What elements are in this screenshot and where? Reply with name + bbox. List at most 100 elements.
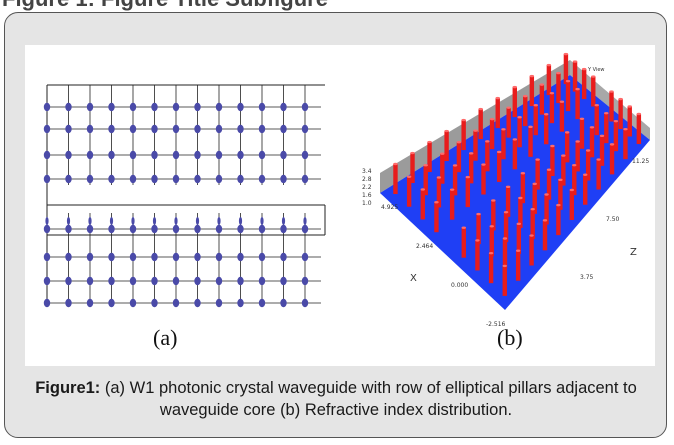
pillar-top — [572, 60, 578, 63]
pillar — [420, 189, 425, 220]
lattice-pillar — [151, 150, 158, 160]
pillar-top — [515, 249, 521, 252]
pillar-top — [609, 90, 614, 93]
pillar-top — [410, 151, 415, 155]
lattice-pillar — [237, 124, 244, 134]
pillar-top — [563, 52, 569, 56]
lattice-pillar — [301, 174, 309, 184]
pillar — [581, 69, 587, 100]
pillar — [565, 81, 571, 112]
lattice-pillar — [43, 174, 51, 184]
lattice-pillar — [237, 276, 244, 286]
lattice-pillar — [301, 102, 309, 112]
lattice-pillar — [301, 276, 309, 286]
pillar — [559, 101, 565, 132]
figure-caption: Figure1: (a) W1 photonic crystal wavegui… — [29, 377, 643, 421]
pillar — [572, 165, 577, 196]
pillar-top — [393, 162, 398, 166]
lattice-pillar — [65, 102, 72, 112]
pillar — [449, 189, 455, 220]
pillar-top — [436, 176, 442, 179]
pillar — [427, 142, 432, 173]
pillar — [535, 159, 540, 190]
pillar-top — [609, 143, 615, 146]
lattice-pillar — [194, 252, 201, 262]
photonic-crystal-lattice — [43, 84, 326, 308]
lattice-pillar — [237, 174, 244, 184]
lattice-pillar — [237, 150, 244, 160]
lattice-pillar — [215, 252, 223, 262]
lattice-pillar — [129, 124, 137, 134]
elliptical-pillar — [45, 217, 49, 225]
pillar-top — [485, 140, 490, 143]
pillar-top — [565, 79, 571, 83]
lattice-pillar — [215, 124, 223, 134]
pillar-top — [529, 74, 535, 78]
pillar — [495, 98, 500, 129]
pillar-top — [533, 103, 538, 107]
lattice-pillar — [65, 150, 72, 160]
lattice-pillar — [280, 224, 287, 234]
pillar — [502, 238, 508, 269]
pillar-top — [558, 178, 563, 182]
pillar — [550, 145, 555, 176]
lattice-pillar — [65, 252, 72, 262]
pillar — [518, 198, 523, 229]
pillar-top — [502, 237, 508, 240]
pillar-top — [575, 87, 580, 91]
pillar — [594, 105, 599, 136]
pillar-top — [594, 103, 599, 107]
pillar — [556, 73, 561, 104]
vertical-tick-label: 1.6 — [362, 192, 372, 199]
x-tick-label: -2.516 — [486, 321, 506, 328]
pillar-top — [544, 193, 549, 196]
pillar — [410, 153, 415, 184]
pillar-top — [556, 203, 561, 207]
z-tick-label: 7.50 — [606, 216, 620, 223]
caption-label: Figure1: — [35, 379, 101, 397]
pillar-top — [423, 164, 428, 167]
lattice-pillar — [237, 252, 244, 262]
pillar — [530, 209, 535, 240]
pillar-top — [585, 149, 591, 152]
lattice-pillar — [65, 174, 72, 184]
pillar-top — [420, 188, 425, 191]
pillar — [561, 155, 566, 186]
pillar — [532, 183, 537, 214]
pillar — [478, 109, 483, 140]
elliptical-pillar — [281, 217, 286, 225]
lattice-pillar — [172, 224, 180, 234]
pillar-top — [512, 85, 517, 89]
clipped-header-text: Figure 1: Figure Title Subfigure — [2, 0, 328, 12]
lattice-pillar — [86, 252, 94, 262]
pillar — [502, 265, 507, 296]
elliptical-pillar — [152, 217, 157, 225]
pillar — [488, 253, 494, 284]
pillar-top — [636, 112, 642, 116]
pillar — [516, 223, 522, 254]
pillar — [583, 174, 588, 205]
pillar-top — [589, 126, 595, 129]
z-tick-label: 3.75 — [580, 274, 594, 281]
pillar-top — [579, 117, 585, 120]
pillar-top — [434, 201, 439, 204]
panel-b-label: (b) — [497, 325, 523, 350]
lattice-pillar — [280, 102, 287, 112]
pillar — [591, 76, 596, 107]
pillar-top — [473, 129, 478, 132]
lattice-pillar — [258, 298, 266, 308]
pillar — [517, 117, 522, 148]
lattice-pillar — [108, 252, 115, 262]
pillar — [542, 220, 548, 251]
pillar — [456, 142, 462, 173]
pillar-top — [406, 175, 412, 178]
lattice-pillar — [258, 252, 266, 262]
pillar — [501, 129, 506, 160]
pillar-top — [427, 140, 432, 144]
x-tick-label: 4.925 — [381, 204, 398, 211]
pillar-top — [591, 75, 596, 78]
lattice-pillar — [129, 298, 137, 308]
lattice-pillar — [301, 150, 309, 160]
lattice-pillar — [301, 124, 309, 134]
lattice-pillar — [172, 150, 180, 160]
